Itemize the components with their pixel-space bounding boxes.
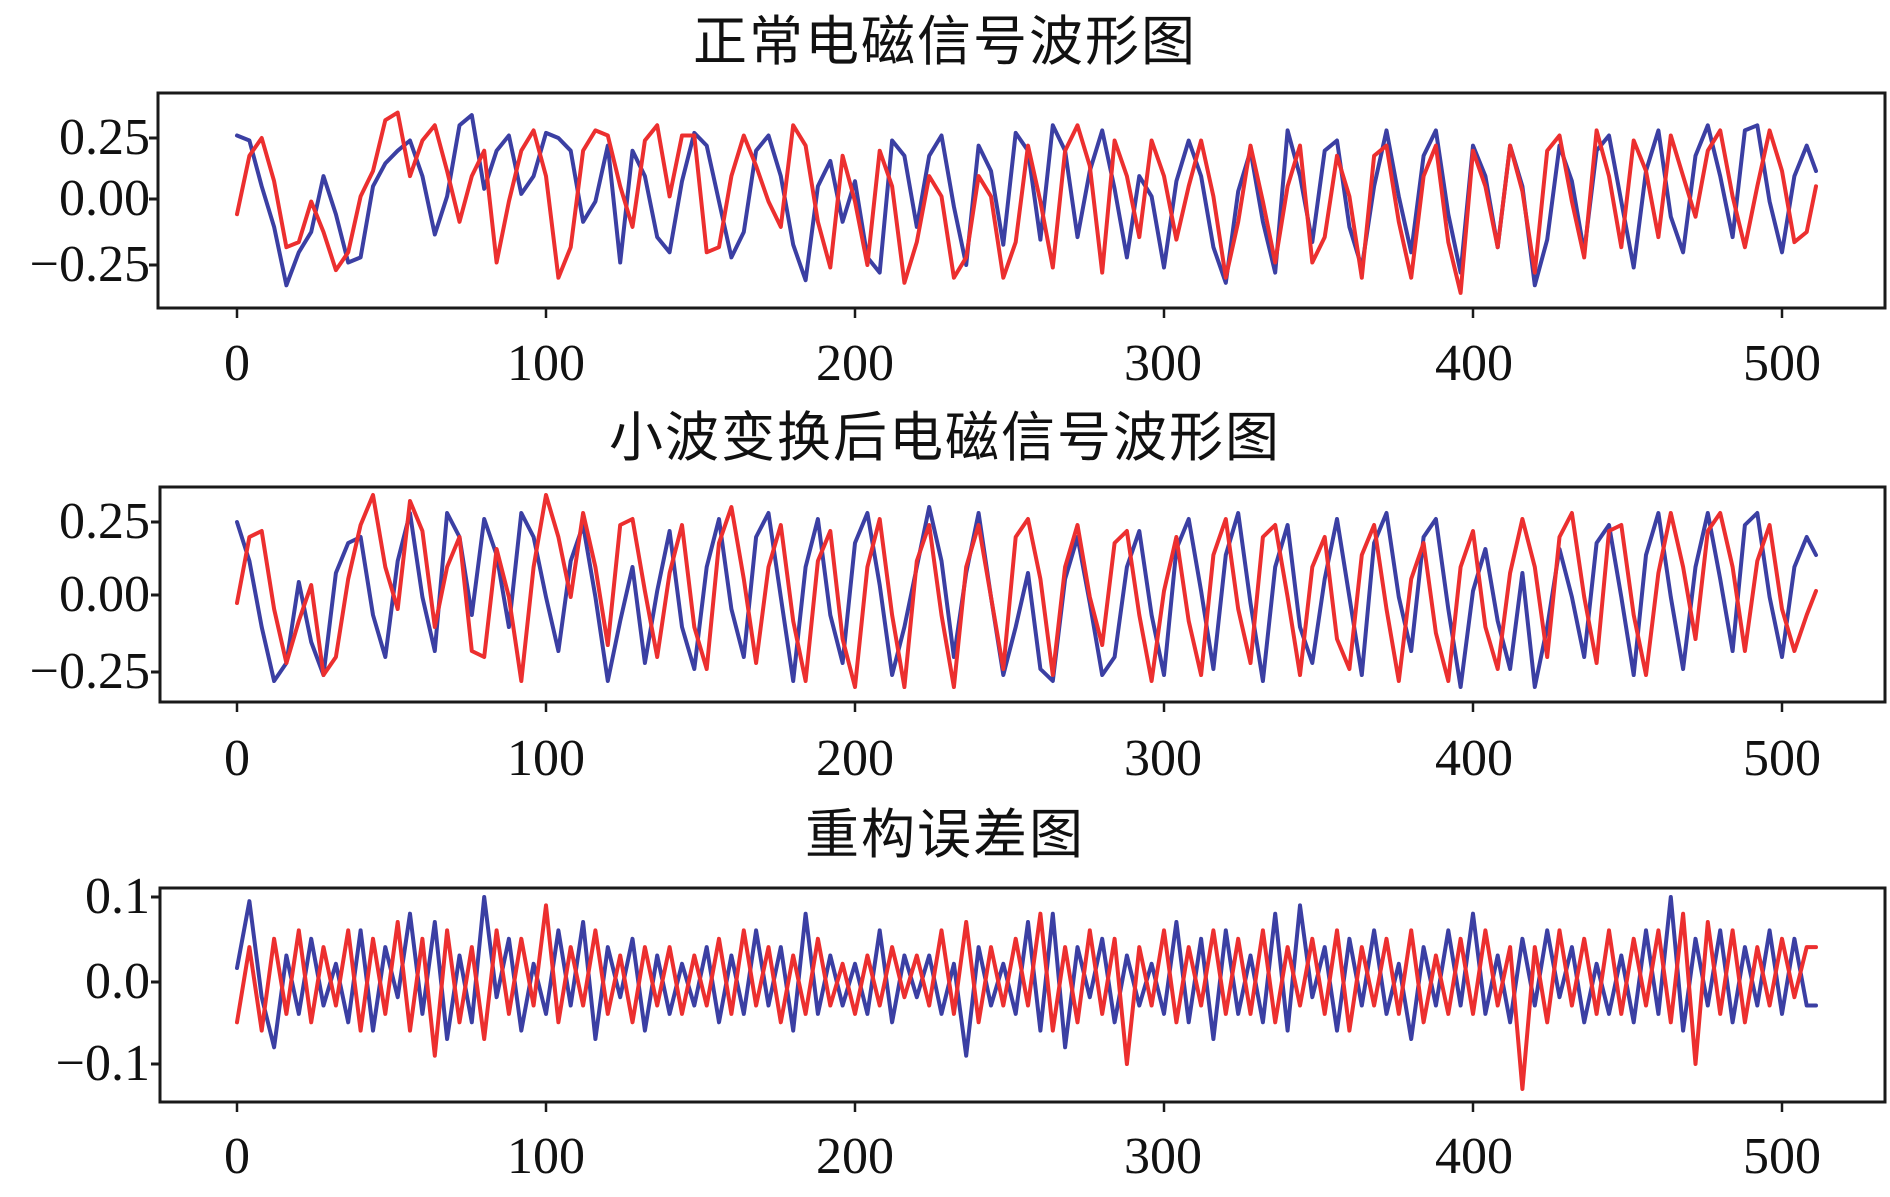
panel-2-ytick-label: −0.25 [29, 643, 150, 700]
series-line-blue [235, 505, 1818, 689]
panel-reconstruction-error [151, 886, 1887, 1112]
panel-2-xtick-label: 400 [1435, 730, 1513, 787]
panel-3-xtick-label: 0 [224, 1128, 250, 1185]
panel-2-ytick-label: 0.25 [59, 493, 150, 550]
panel-2-xtick-label: 100 [507, 730, 585, 787]
panel-3-title: 重构误差图 [805, 803, 1085, 866]
panel-1-xtick-label: 0 [224, 335, 250, 392]
series-line-red [235, 903, 1818, 1091]
axes-frame [158, 886, 1887, 1104]
panel-1-ytick-label: 0.00 [59, 170, 150, 227]
panel-1-xtick-label: 100 [507, 335, 585, 392]
panel-3-xtick-label: 100 [507, 1128, 585, 1185]
panel-1-ytick-label: −0.25 [29, 236, 150, 293]
panel-3-xtick-label: 200 [816, 1128, 894, 1185]
panel-3-ytick-label: −0.1 [55, 1035, 150, 1092]
panel-2-ytick-label: 0.00 [59, 566, 150, 623]
panel-3-xtick-label: 400 [1435, 1128, 1513, 1185]
panel-1-xtick-label: 300 [1124, 335, 1202, 392]
panel-3-xtick-label: 500 [1743, 1128, 1821, 1185]
panel-1-xtick-label: 400 [1435, 335, 1513, 392]
panel-2-title: 小波变换后电磁信号波形图 [609, 406, 1281, 469]
panel-normal-signal [149, 91, 1887, 318]
panel-1-title: 正常电磁信号波形图 [693, 10, 1197, 73]
panel-3-ytick-label: 0.0 [85, 953, 150, 1010]
panel-2-xtick-label: 200 [816, 730, 894, 787]
panel-1-xtick-label: 500 [1743, 335, 1821, 392]
series-line-blue [235, 113, 1818, 288]
panel-wavelet-signal [151, 485, 1887, 712]
panel-2-xtick-label: 300 [1124, 730, 1202, 787]
panel-1-ytick-label: 0.25 [59, 109, 150, 166]
panel-3-xtick-label: 300 [1124, 1128, 1202, 1185]
panel-3-ytick-label: 0.1 [85, 868, 150, 925]
series-line-red [235, 110, 1818, 295]
series-line-red [235, 493, 1818, 689]
panel-1-xtick-label: 200 [816, 335, 894, 392]
panel-2-xtick-label: 500 [1743, 730, 1821, 787]
panel-2-xtick-label: 0 [224, 730, 250, 787]
